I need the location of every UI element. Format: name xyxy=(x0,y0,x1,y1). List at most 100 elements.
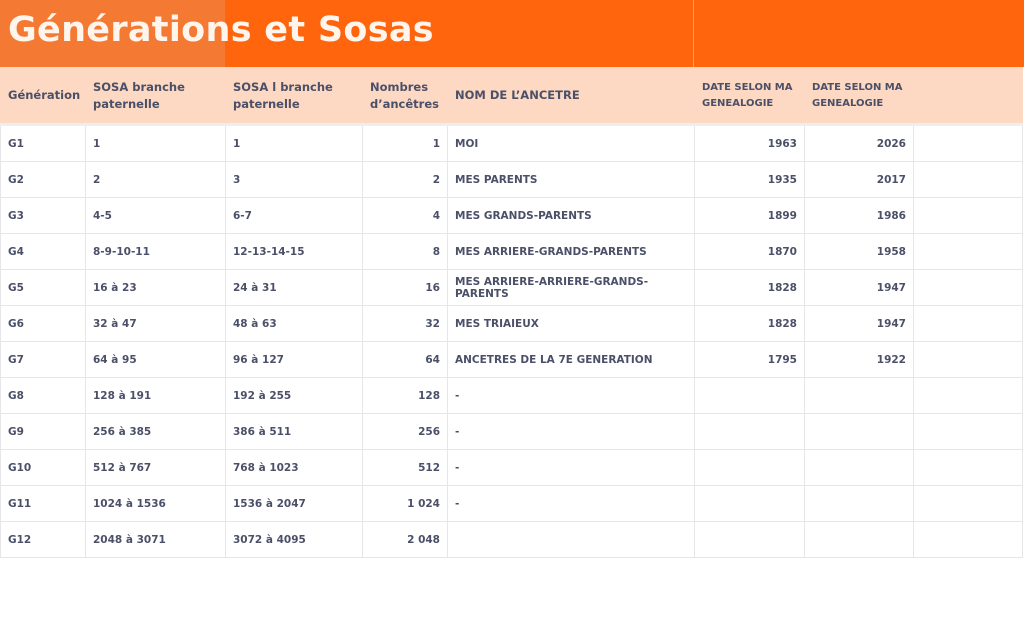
cell-sosa-paternal: 256 à 385 xyxy=(85,413,226,450)
cell-sosa-paternal: 16 à 23 xyxy=(85,269,226,306)
header-extra xyxy=(913,67,1023,125)
banner-divider xyxy=(693,0,694,67)
cell-date-2 xyxy=(804,521,914,558)
cell-extra xyxy=(913,341,1023,378)
cell-ancestor-name: MES TRIAIEUX xyxy=(447,305,695,342)
cell-ancestor-count: 4 xyxy=(362,197,448,234)
cell-generation: G11 xyxy=(0,485,86,522)
cell-ancestor-name: MES GRANDS-PARENTS xyxy=(447,197,695,234)
table-row: G9 256 à 385 386 à 511 256- xyxy=(0,413,1023,450)
table-row: G10 512 à 767 768 à 1023 512- xyxy=(0,449,1023,486)
cell-sosa-branch: 1536 à 2047 xyxy=(225,485,363,522)
cell-generation: G12 xyxy=(0,521,86,558)
table-row: G5 16 à 23 24 à 31 16 MES ARRIERE-ARRIERE-GR… xyxy=(0,269,1023,306)
cell-ancestor-count: 512 xyxy=(362,449,448,486)
cell-sosa-paternal: 32 à 47 xyxy=(85,305,226,342)
cell-sosa-branch: 3 xyxy=(225,161,363,198)
cell-generation: G3 xyxy=(0,197,86,234)
cell-ancestor-count: 128 xyxy=(362,377,448,414)
cell-sosa-branch: 192 à 255 xyxy=(225,377,363,414)
header-generation: Génération xyxy=(0,67,86,125)
cell-sosa-branch: 12-13-14-15 xyxy=(225,233,363,270)
cell-ancestor-name: - xyxy=(447,377,695,414)
header-ancestor-name: NOM DE L’ANCETRE xyxy=(447,67,695,125)
cell-ancestor-count: 1 xyxy=(362,123,448,162)
cell-date-1 xyxy=(694,377,805,414)
table-row: G3 4-5 6-7 4 MES GRANDS-PARENTS 1899 1986 xyxy=(0,197,1023,234)
cell-date-2: 2026 xyxy=(804,123,914,162)
cell-date-2: 1947 xyxy=(804,305,914,342)
cell-extra xyxy=(913,449,1023,486)
cell-ancestor-count: 32 xyxy=(362,305,448,342)
cell-date-1: 1899 xyxy=(694,197,805,234)
cell-date-1: 1828 xyxy=(694,305,805,342)
cell-date-2: 1986 xyxy=(804,197,914,234)
cell-sosa-branch: 24 à 31 xyxy=(225,269,363,306)
cell-extra xyxy=(913,413,1023,450)
cell-ancestor-name xyxy=(447,521,695,558)
cell-extra xyxy=(913,377,1023,414)
cell-ancestor-count: 2 xyxy=(362,161,448,198)
cell-date-1 xyxy=(694,521,805,558)
cell-generation: G10 xyxy=(0,449,86,486)
cell-sosa-branch: 386 à 511 xyxy=(225,413,363,450)
cell-ancestor-count: 1 024 xyxy=(362,485,448,522)
table-row: G8 128 à 191 192 à 255 128- xyxy=(0,377,1023,414)
cell-sosa-paternal: 2048 à 3071 xyxy=(85,521,226,558)
page-title: Générations et Sosas xyxy=(8,10,434,50)
cell-ancestor-name: MOI xyxy=(447,123,695,162)
cell-ancestor-count: 16 xyxy=(362,269,448,306)
cell-date-2: 2017 xyxy=(804,161,914,198)
cell-extra xyxy=(913,305,1023,342)
cell-extra xyxy=(913,485,1023,522)
cell-extra xyxy=(913,521,1023,558)
cell-date-1 xyxy=(694,485,805,522)
header-date-1: DATE SELON MA GENEALOGIE xyxy=(694,67,805,125)
cell-ancestor-name: ANCETRES DE LA 7E GENERATION xyxy=(447,341,695,378)
cell-date-1: 1963 xyxy=(694,123,805,162)
cell-sosa-branch: 1 xyxy=(225,123,363,162)
cell-extra xyxy=(913,233,1023,270)
cell-date-2: 1947 xyxy=(804,269,914,306)
cell-extra xyxy=(913,269,1023,306)
table-row: G12 2048 à 3071 3072 à 4095 2 048 xyxy=(0,521,1023,558)
cell-sosa-paternal: 64 à 95 xyxy=(85,341,226,378)
cell-date-2 xyxy=(804,485,914,522)
header-sosa-paternal: SOSA branche paternelle xyxy=(85,67,226,125)
cell-sosa-branch: 768 à 1023 xyxy=(225,449,363,486)
cell-generation: G1 xyxy=(0,123,86,162)
cell-sosa-paternal: 1 xyxy=(85,123,226,162)
header-date-2: DATE SELON MA GENEALOGIE xyxy=(804,67,914,125)
table-row: G7 64 à 95 96 à 127 64 ANCETRES DE LA 7E GEN… xyxy=(0,341,1023,378)
cell-generation: G8 xyxy=(0,377,86,414)
cell-sosa-paternal: 128 à 191 xyxy=(85,377,226,414)
cell-date-1: 1828 xyxy=(694,269,805,306)
banner-accent xyxy=(0,0,225,67)
table-row: G6 32 à 47 48 à 63 32 MES TRIAIEUX 1828 1947 xyxy=(0,305,1023,342)
title-banner: Générations et Sosas xyxy=(0,0,1024,67)
cell-ancestor-count: 64 xyxy=(362,341,448,378)
header-ancestor-count: Nombres d’ancêtres xyxy=(362,67,448,125)
cell-ancestor-name: - xyxy=(447,413,695,450)
cell-sosa-branch: 48 à 63 xyxy=(225,305,363,342)
table-row: G1 1 1 1 MOI 1963 2026 xyxy=(0,123,1023,162)
cell-ancestor-name: MES ARRIERE-GRANDS-PARENTS xyxy=(447,233,695,270)
cell-sosa-branch: 3072 à 4095 xyxy=(225,521,363,558)
cell-sosa-paternal: 2 xyxy=(85,161,226,198)
cell-ancestor-count: 2 048 xyxy=(362,521,448,558)
cell-extra xyxy=(913,123,1023,162)
cell-generation: G4 xyxy=(0,233,86,270)
cell-ancestor-name: MES ARRIERE-ARRIERE-GRANDS-PARENTS xyxy=(447,269,695,306)
cell-sosa-paternal: 512 à 767 xyxy=(85,449,226,486)
cell-date-1: 1935 xyxy=(694,161,805,198)
cell-sosa-branch: 96 à 127 xyxy=(225,341,363,378)
cell-generation: G2 xyxy=(0,161,86,198)
cell-date-1 xyxy=(694,413,805,450)
cell-sosa-paternal: 1024 à 1536 xyxy=(85,485,226,522)
cell-generation: G6 xyxy=(0,305,86,342)
generations-table: Génération SOSA branche paternelle SOSA l … xyxy=(0,67,1023,558)
cell-date-2 xyxy=(804,449,914,486)
cell-date-2 xyxy=(804,413,914,450)
cell-sosa-paternal: 4-5 xyxy=(85,197,226,234)
cell-extra xyxy=(913,197,1023,234)
